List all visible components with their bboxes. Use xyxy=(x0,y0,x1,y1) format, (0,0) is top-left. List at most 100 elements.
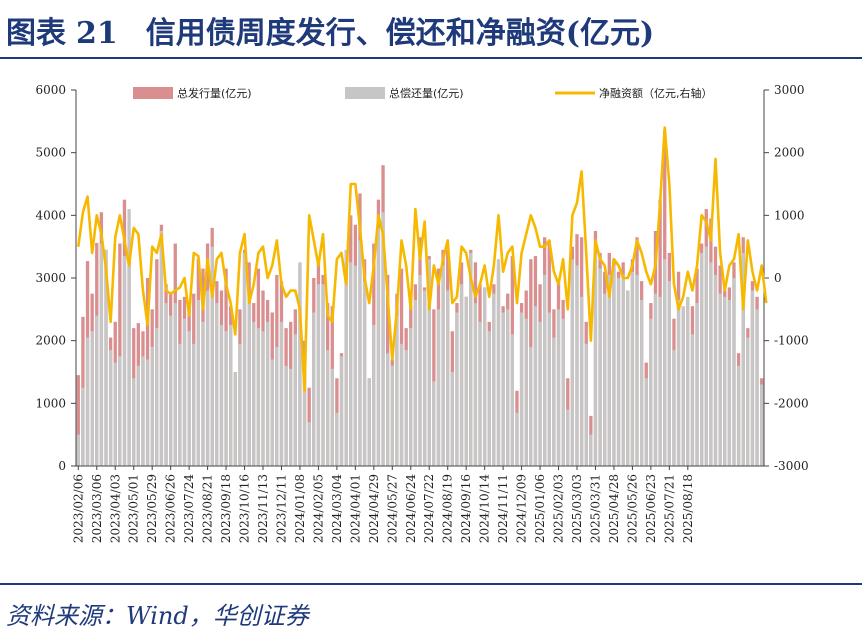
repayment-bar xyxy=(173,303,177,466)
figure-title: 图表 21 信用债周度发行、偿还和净融资(亿元) xyxy=(6,8,654,52)
x-axis-tick-label: 2023/05/01 xyxy=(127,474,141,543)
repayment-bar xyxy=(630,271,635,466)
repayment-bar xyxy=(145,359,150,466)
left-axis-tick-label: 0 xyxy=(58,459,66,473)
repayment-bar xyxy=(547,312,551,466)
repayment-bar xyxy=(436,309,441,466)
repayment-bar xyxy=(450,372,454,466)
x-axis-tick-label: 2024/07/22 xyxy=(422,474,436,543)
repayment-bar xyxy=(270,359,274,466)
x-axis-tick-label: 2025/03/31 xyxy=(588,474,602,543)
repayment-bar xyxy=(570,259,575,466)
repayment-bar xyxy=(755,309,759,466)
repayment-bar xyxy=(718,293,722,466)
x-axis-tick-label: 2024/10/14 xyxy=(478,474,492,544)
repayment-bar xyxy=(85,337,90,466)
repayment-bar xyxy=(676,299,681,466)
repayment-bar xyxy=(464,296,468,466)
repayment-bar xyxy=(492,293,496,466)
repayment-bar xyxy=(612,265,616,466)
repayment-bar xyxy=(639,299,644,466)
repayment-bar xyxy=(169,315,173,466)
x-axis-tick-label: 2023/06/26 xyxy=(164,474,178,543)
left-axis-tick-label: 1000 xyxy=(35,396,66,410)
repayment-bar xyxy=(132,378,136,466)
repayment-bar xyxy=(150,346,154,466)
repayment-bar xyxy=(409,328,413,466)
figure-number: 21 xyxy=(76,16,118,51)
repayment-bar xyxy=(469,252,473,466)
repayment-bar xyxy=(104,249,108,466)
repayment-bar xyxy=(99,243,104,466)
x-axis-tick-label: 2024/02/05 xyxy=(311,474,325,543)
repayment-bar xyxy=(506,309,510,466)
repayment-bar xyxy=(404,350,408,466)
x-axis-tick-label: 2024/05/27 xyxy=(385,474,399,543)
repayment-bar xyxy=(422,290,427,466)
repayment-bar xyxy=(358,240,362,466)
repayment-bar xyxy=(695,303,699,466)
repayment-bar xyxy=(713,274,718,466)
right-axis-tick-label: 3000 xyxy=(774,83,805,97)
x-axis-tick-label: 2024/04/01 xyxy=(348,474,362,543)
figure-title-text: 信用债周度发行、偿还和净融资(亿元) xyxy=(145,16,655,51)
repayment-bar xyxy=(736,365,741,466)
repayment-bar xyxy=(579,296,584,466)
repayment-bar xyxy=(672,350,676,466)
x-axis-tick-label: 2025/03/03 xyxy=(570,474,584,543)
repayment-bar xyxy=(589,434,593,466)
repayment-bar xyxy=(367,378,371,466)
repayment-bar xyxy=(293,334,297,466)
x-axis-tick-label: 2023/04/03 xyxy=(108,474,122,543)
x-axis-tick-label: 2023/11/13 xyxy=(256,474,270,543)
repayment-bar xyxy=(732,278,736,466)
x-axis-tick-label: 2024/09/16 xyxy=(459,474,473,543)
repayment-bar xyxy=(141,356,145,466)
repayment-bar xyxy=(242,252,247,466)
repayment-bar xyxy=(399,343,404,466)
left-axis-tick-label: 3000 xyxy=(35,271,66,285)
x-axis-tick-label: 2025/05/26 xyxy=(625,474,639,543)
repayment-bar xyxy=(455,312,459,466)
repayment-bar xyxy=(229,325,233,466)
repayment-bar xyxy=(653,293,658,466)
x-axis-tick-label: 2024/01/08 xyxy=(293,474,307,543)
repayment-bar xyxy=(649,318,653,466)
repayment-bar xyxy=(256,328,261,466)
left-axis-tick-label: 2000 xyxy=(35,334,66,348)
left-axis-tick-label: 4000 xyxy=(35,208,66,222)
x-axis-tick-label: 2025/08/18 xyxy=(681,474,695,543)
issuance-bar xyxy=(118,243,122,466)
right-axis-tick-label: -3000 xyxy=(774,459,809,473)
repayment-bar xyxy=(298,262,302,466)
repayment-bar xyxy=(238,343,242,466)
x-axis-tick-label: 2023/03/06 xyxy=(90,474,104,543)
repayment-bar xyxy=(690,334,695,466)
repayment-bar xyxy=(667,281,671,466)
x-axis-tick-label: 2024/08/19 xyxy=(441,474,455,543)
x-axis-tick-label: 2024/03/04 xyxy=(330,474,344,544)
repayment-bar xyxy=(473,303,478,466)
repayment-bar xyxy=(316,284,321,466)
x-axis-tick-label: 2023/05/29 xyxy=(145,474,159,543)
left-axis-tick-label: 5000 xyxy=(35,146,66,160)
repayment-bar xyxy=(515,412,519,466)
repayment-bar xyxy=(593,252,598,466)
repayment-bar xyxy=(205,290,210,466)
repayment-bar xyxy=(432,381,436,466)
repayment-bar xyxy=(746,337,750,466)
repayment-bar xyxy=(233,372,237,466)
repayment-bar xyxy=(159,231,164,466)
chart: 0 1000 2000 3000 4000 5000 6000 -3000 -2000 -1000… xyxy=(35,83,809,544)
x-axis-tick-label: 2025/04/28 xyxy=(607,474,621,543)
repayment-bar xyxy=(390,365,394,466)
net-financing-line xyxy=(77,126,768,393)
repayment-bar xyxy=(136,365,140,466)
legend-label-issuance: 总发行量(亿元) xyxy=(177,86,252,100)
repayment-bar xyxy=(312,312,316,466)
repayment-bar xyxy=(760,384,764,466)
repayment-bar xyxy=(441,265,445,466)
repayment-bar xyxy=(529,346,533,466)
repayment-bar xyxy=(621,274,625,466)
repayment-bar xyxy=(275,346,279,466)
